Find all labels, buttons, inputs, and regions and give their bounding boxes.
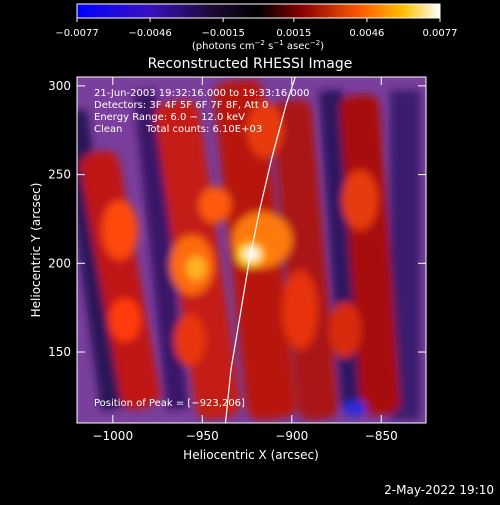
- x-tick-label: −950: [186, 429, 219, 443]
- heatmap-image: [77, 77, 426, 423]
- annotation-total-counts: Total counts: 6.10E+03: [145, 124, 262, 135]
- x-tick-label: −900: [275, 429, 308, 443]
- colorbar-tick-label: 0.0015: [276, 28, 311, 39]
- x-axis-ticks: −1000 −950 −900 −850: [92, 77, 398, 443]
- y-tick-label: 300: [48, 79, 71, 93]
- y-axis-label: Heliocentric Y (arcsec): [29, 183, 43, 318]
- annotation-peak-position: Position of Peak = [−923,206]: [94, 398, 245, 409]
- footer-date: 2-May-2022 19:10: [384, 483, 494, 497]
- annotation-time-range: 21-Jun-2003 19:32:16.000 to 19:33:16.000: [94, 88, 310, 99]
- colorbar-ticks: −0.0077 −0.0046 −0.0015 0.0015 0.0046 0.0077: [55, 18, 458, 39]
- y-tick-label: 250: [48, 168, 71, 182]
- annotation-detectors: Detectors: 3F 4F 5F 6F 7F 8F, Att 0: [94, 100, 268, 111]
- y-axis-ticks: 150 200 250 300: [48, 79, 426, 359]
- colorbar: [76, 3, 441, 19]
- x-axis-label: Heliocentric X (arcsec): [183, 448, 319, 462]
- colorbar-tick-label: 0.0077: [423, 28, 458, 39]
- plot-frame: [76, 76, 427, 424]
- colorbar-tick-label: 0.0046: [349, 28, 384, 39]
- colorbar-units: (photons cm−2 s−1 asec−2): [192, 39, 324, 52]
- colorbar-tick-label: −0.0015: [201, 28, 244, 39]
- colorbar-tick-label: −0.0046: [128, 28, 171, 39]
- annotation-energy: Energy Range: 6.0 − 12.0 keV: [94, 112, 245, 123]
- y-tick-label: 200: [48, 256, 71, 270]
- chart-title: Reconstructed RHESSI Image: [148, 56, 353, 72]
- solar-limb-line: [224, 77, 296, 423]
- annotation-method: Clean: [94, 124, 122, 135]
- y-tick-label: 150: [48, 345, 71, 359]
- colorbar-tick-label: −0.0077: [55, 28, 98, 39]
- x-tick-label: −850: [365, 429, 398, 443]
- x-tick-label: −1000: [92, 429, 133, 443]
